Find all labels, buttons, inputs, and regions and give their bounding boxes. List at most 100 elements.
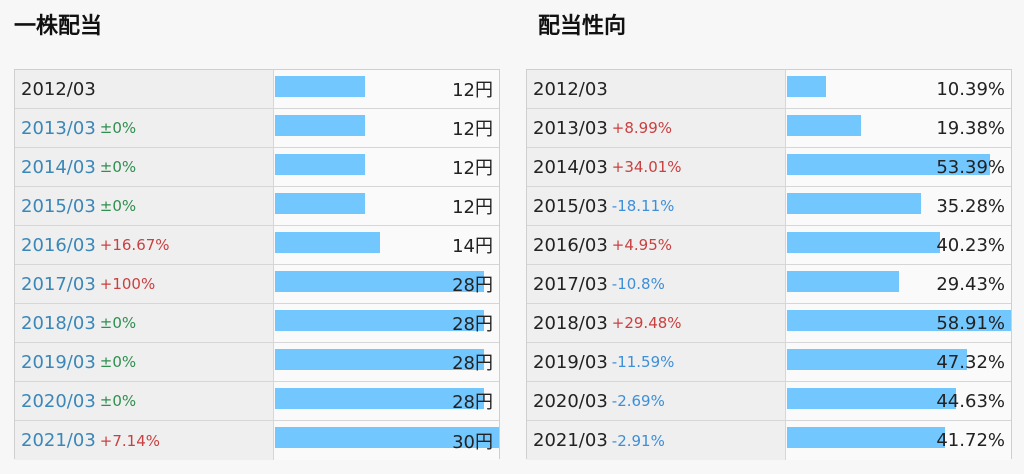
value-label: 35.28%: [936, 195, 1005, 217]
change-percent: +7.14%: [99, 431, 161, 450]
value-bar: [787, 154, 990, 175]
table-row: 2013/03 +8.99% 19.38%: [527, 109, 1011, 148]
value-label: 28円: [452, 353, 493, 374]
table-row: 2013/03 ±0% 12円: [15, 109, 499, 148]
value-bar: [275, 154, 365, 175]
table-row: 2014/03 ±0% 12円: [15, 148, 499, 187]
table-row: 2015/03 -18.11% 35.28%: [527, 187, 1011, 226]
table-row: 2016/03 +4.95% 40.23%: [527, 226, 1011, 265]
table-row: 2017/03 -10.8% 29.43%: [527, 265, 1011, 304]
year-label: 2020/03: [533, 390, 608, 412]
change-percent: -18.11%: [611, 197, 675, 215]
table-row: 2019/03 -11.59% 47.32%: [527, 343, 1011, 382]
value-bar: [787, 349, 967, 370]
value-bar: [787, 232, 940, 253]
year-label[interactable]: 2021/03: [21, 430, 96, 451]
value-bar: [275, 427, 499, 448]
table-row: 2018/03 +29.48% 58.91%: [527, 304, 1011, 343]
year-cell: 2017/03 -10.8%: [527, 265, 786, 303]
year-label[interactable]: 2018/03: [21, 312, 96, 334]
value-bar: [787, 310, 1011, 331]
year-cell: 2020/03 -2.69%: [527, 382, 786, 420]
year-label[interactable]: 2017/03: [21, 273, 96, 295]
bar-cell: 41.72%: [786, 421, 1011, 460]
year-label: 2014/03: [533, 156, 608, 178]
year-cell: 2016/03 +4.95%: [527, 226, 786, 264]
table-row: 2021/03 +7.14% 30円: [15, 421, 499, 460]
value-bar: [275, 271, 484, 292]
bar-cell: 47.32%: [786, 343, 1011, 381]
change-percent: +4.95%: [611, 236, 673, 254]
value-label: 10.39%: [936, 78, 1005, 100]
year-cell: 2018/03 +29.48%: [527, 304, 786, 342]
year-label[interactable]: 2014/03: [21, 156, 96, 178]
bar-cell: 44.63%: [786, 382, 1011, 420]
value-label: 28円: [452, 314, 493, 335]
value-label: 28円: [452, 275, 493, 296]
year-label: 2013/03: [533, 117, 608, 139]
value-bar: [275, 115, 365, 136]
year-label[interactable]: 2020/03: [21, 390, 96, 412]
value-label: 41.72%: [936, 430, 1005, 451]
bar-cell: 12円: [274, 70, 499, 108]
year-cell: 2019/03 ±0%: [15, 343, 274, 381]
value-bar: [787, 115, 861, 136]
table-row: 2016/03 +16.67% 14円: [15, 226, 499, 265]
bar-cell: 12円: [274, 187, 499, 225]
table-row: 2014/03 +34.01% 53.39%: [527, 148, 1011, 187]
value-bar: [275, 388, 484, 409]
value-bar: [275, 76, 365, 97]
bar-cell: 58.91%: [786, 304, 1011, 342]
value-label: 47.32%: [936, 351, 1005, 373]
year-label[interactable]: 2015/03: [21, 195, 96, 217]
value-label: 19.38%: [936, 117, 1005, 139]
bar-cell: 28円: [274, 343, 499, 381]
table-row: 2012/03 12円: [15, 70, 499, 109]
change-percent: +16.67%: [99, 236, 170, 254]
bar-cell: 28円: [274, 304, 499, 342]
year-label: 2021/03: [533, 430, 608, 451]
bar-cell: 30円: [274, 421, 499, 460]
bar-cell: 12円: [274, 109, 499, 147]
value-label: 12円: [452, 158, 493, 179]
value-bar: [787, 76, 826, 97]
year-cell: 2014/03 ±0%: [15, 148, 274, 186]
change-percent: -10.8%: [611, 275, 665, 293]
value-bar: [787, 193, 921, 214]
bar-cell: 10.39%: [786, 70, 1011, 108]
year-cell: 2012/03: [527, 70, 786, 108]
value-bar: [275, 232, 380, 253]
year-label: 2015/03: [533, 195, 608, 217]
value-bar: [275, 310, 484, 331]
table-row: 2012/03 10.39%: [527, 70, 1011, 109]
year-cell: 2021/03 -2.91%: [527, 421, 786, 460]
change-percent: +100%: [99, 275, 156, 293]
year-label[interactable]: 2016/03: [21, 234, 96, 256]
value-label: 53.39%: [936, 156, 1005, 178]
year-cell: 2015/03 ±0%: [15, 187, 274, 225]
bar-cell: 29.43%: [786, 265, 1011, 303]
year-cell: 2017/03 +100%: [15, 265, 274, 303]
value-label: 29.43%: [936, 273, 1005, 295]
table-row: 2020/03 -2.69% 44.63%: [527, 382, 1011, 421]
bar-cell: 19.38%: [786, 109, 1011, 147]
bar-cell: 12円: [274, 148, 499, 186]
year-cell: 2021/03 +7.14%: [15, 421, 274, 460]
year-cell: 2013/03 +8.99%: [527, 109, 786, 147]
change-percent: +8.99%: [611, 119, 673, 137]
year-cell: 2014/03 +34.01%: [527, 148, 786, 186]
value-bar: [787, 427, 945, 448]
year-label: 2012/03: [21, 78, 96, 100]
bar-cell: 40.23%: [786, 226, 1011, 264]
change-percent: ±0%: [99, 353, 137, 371]
year-label[interactable]: 2019/03: [21, 351, 96, 373]
value-label: 12円: [452, 197, 493, 218]
year-label[interactable]: 2013/03: [21, 117, 96, 139]
value-label: 14円: [452, 236, 493, 257]
year-cell: 2019/03 -11.59%: [527, 343, 786, 381]
change-percent: -2.91%: [611, 431, 665, 450]
year-label: 2012/03: [533, 78, 608, 100]
change-percent: ±0%: [99, 197, 137, 215]
table-row: 2017/03 +100% 28円: [15, 265, 499, 304]
year-label: 2017/03: [533, 273, 608, 295]
